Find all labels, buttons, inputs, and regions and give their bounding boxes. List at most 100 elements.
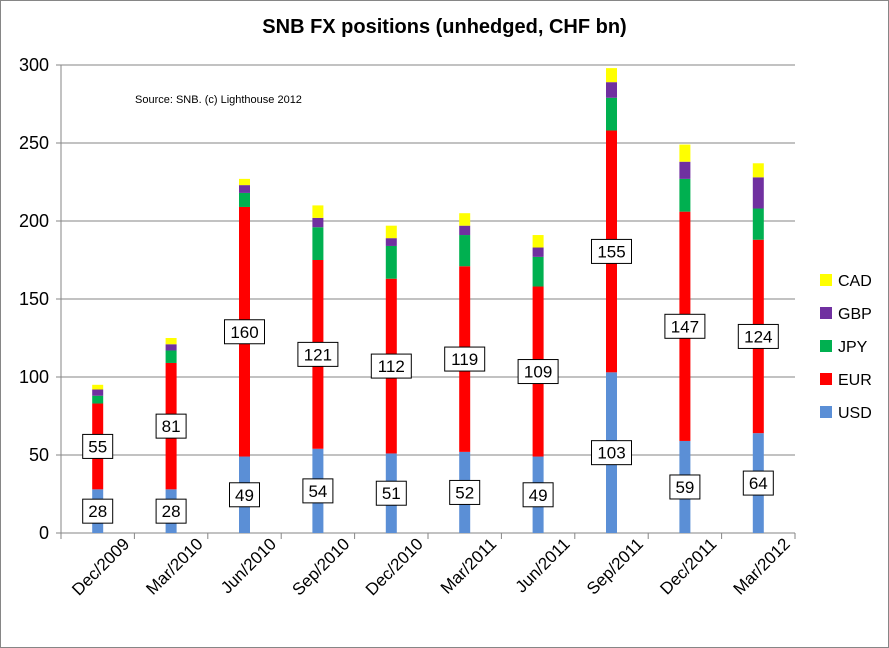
data-label-text: 51 <box>382 484 401 503</box>
legend-label: USD <box>838 405 872 422</box>
data-label-usd: 51 <box>375 480 407 506</box>
data-label-text: 59 <box>675 478 694 497</box>
data-label-box <box>737 323 779 349</box>
data-label-text: 119 <box>451 350 478 369</box>
bar-segment-jpy <box>752 208 764 240</box>
data-label-text: 160 <box>230 323 258 342</box>
bar-segment-cad <box>459 213 471 226</box>
x-tick-label: Sep/2010 <box>289 534 354 599</box>
data-label-box <box>229 482 260 508</box>
x-tick-label: Mar/2010 <box>142 534 206 598</box>
bar-segment-gbp <box>606 82 617 98</box>
data-label-box <box>82 433 114 459</box>
bar-segment-cad <box>165 338 177 345</box>
data-label-usd: 28 <box>82 498 114 524</box>
bar-segment-gbp <box>679 161 691 179</box>
bar-segment-jpy <box>532 256 544 287</box>
data-label-text: 64 <box>749 474 768 493</box>
bar-segment-jpy <box>606 97 617 131</box>
legend-swatch <box>820 373 832 385</box>
bar-segment-gbp <box>239 185 250 193</box>
y-tick-label: 150 <box>19 289 49 309</box>
legend-swatch <box>820 274 832 286</box>
bar-segment-cad <box>239 178 250 186</box>
data-label-usd: 64 <box>742 470 774 496</box>
data-label-box <box>224 319 265 345</box>
data-label-box <box>375 480 407 506</box>
y-tick-label: 0 <box>39 523 49 543</box>
data-label-box <box>297 341 339 367</box>
data-label-box <box>302 478 334 504</box>
bar-segment-gbp <box>385 238 397 246</box>
legend: CAD GBP JPY EUR USD <box>820 273 872 422</box>
y-tick-label: 300 <box>19 55 49 75</box>
data-label-text: 49 <box>529 486 548 505</box>
data-label-text: 147 <box>671 317 699 336</box>
x-tick-label: Mar/2011 <box>437 534 500 597</box>
data-label-box <box>155 498 187 524</box>
data-label-text: 55 <box>88 437 107 456</box>
data-label-usd: 28 <box>155 498 187 524</box>
gridlines <box>61 64 795 456</box>
data-label-box <box>669 474 701 500</box>
data-label-box <box>155 413 187 439</box>
data-label-usd: 49 <box>229 482 260 508</box>
bar-segment-jpy <box>385 245 397 279</box>
y-tick-label: 100 <box>19 367 49 387</box>
data-label-box <box>742 470 774 496</box>
data-label-text: 103 <box>597 444 625 463</box>
bar-segment-cad <box>606 68 617 83</box>
chart-title: SNB FX positions (unhedged, CHF bn) <box>262 16 627 38</box>
data-label-eur: 55 <box>82 433 114 459</box>
x-tick-label: Jun/2011 <box>512 534 574 596</box>
data-label-box <box>449 479 481 505</box>
bar-segment-gbp <box>165 344 177 351</box>
data-label-eur: 147 <box>664 313 706 339</box>
data-label-text: 121 <box>304 345 332 364</box>
data-label-box <box>444 346 486 372</box>
data-label-box <box>82 498 114 524</box>
legend-swatch <box>820 307 832 319</box>
data-label-text: 124 <box>744 327 772 346</box>
legend-label: GBP <box>838 306 872 323</box>
x-tick-label: Dec/2010 <box>362 534 427 599</box>
data-label-usd: 54 <box>302 478 334 504</box>
bar-segment-jpy <box>239 192 250 207</box>
data-label-text: 155 <box>597 242 625 261</box>
bar-segment-cad <box>752 163 764 178</box>
legend-label: EUR <box>838 372 872 389</box>
data-label-box <box>591 440 632 466</box>
bar-segment-jpy <box>679 178 691 212</box>
x-tick-label: Mar/2012 <box>730 534 794 598</box>
legend-item-jpy: JPY <box>820 339 868 356</box>
data-label-eur: 121 <box>297 341 339 367</box>
legend-label: JPY <box>838 339 868 356</box>
bar-segment-gbp <box>532 247 544 257</box>
data-label-eur: 109 <box>517 359 559 385</box>
legend-item-cad: CAD <box>820 273 872 290</box>
bar-segment-jpy <box>92 395 104 404</box>
chart-annotation: Source: SNB. (c) Lighthouse 2012 <box>135 94 302 106</box>
x-tick-label: Sep/2011 <box>583 534 647 598</box>
data-label-box <box>664 313 706 339</box>
data-label-eur: 119 <box>444 346 486 372</box>
legend-item-gbp: GBP <box>820 306 872 323</box>
legend-swatch <box>820 340 832 352</box>
data-label-text: 54 <box>308 482 327 501</box>
data-label-text: 28 <box>88 502 107 521</box>
legend-label: CAD <box>838 273 872 290</box>
data-label-box <box>370 353 412 379</box>
data-label-usd: 59 <box>669 474 701 500</box>
data-label-eur: 160 <box>224 319 265 345</box>
data-labels: 28 55 28 81 49 160 54 121 51 112 52 119 49 109 103 155 5… <box>82 238 779 524</box>
data-label-eur: 81 <box>155 413 187 439</box>
x-tick-label: Dec/2009 <box>68 534 133 599</box>
data-label-text: 28 <box>162 502 181 521</box>
data-label-box <box>591 238 632 264</box>
bar-segment-cad <box>679 144 691 162</box>
legend-item-eur: EUR <box>820 372 872 389</box>
data-label-usd: 52 <box>449 479 481 505</box>
bar-segment-jpy <box>459 235 471 267</box>
bar-segment-cad <box>312 205 324 218</box>
y-tick-label: 250 <box>19 133 49 153</box>
